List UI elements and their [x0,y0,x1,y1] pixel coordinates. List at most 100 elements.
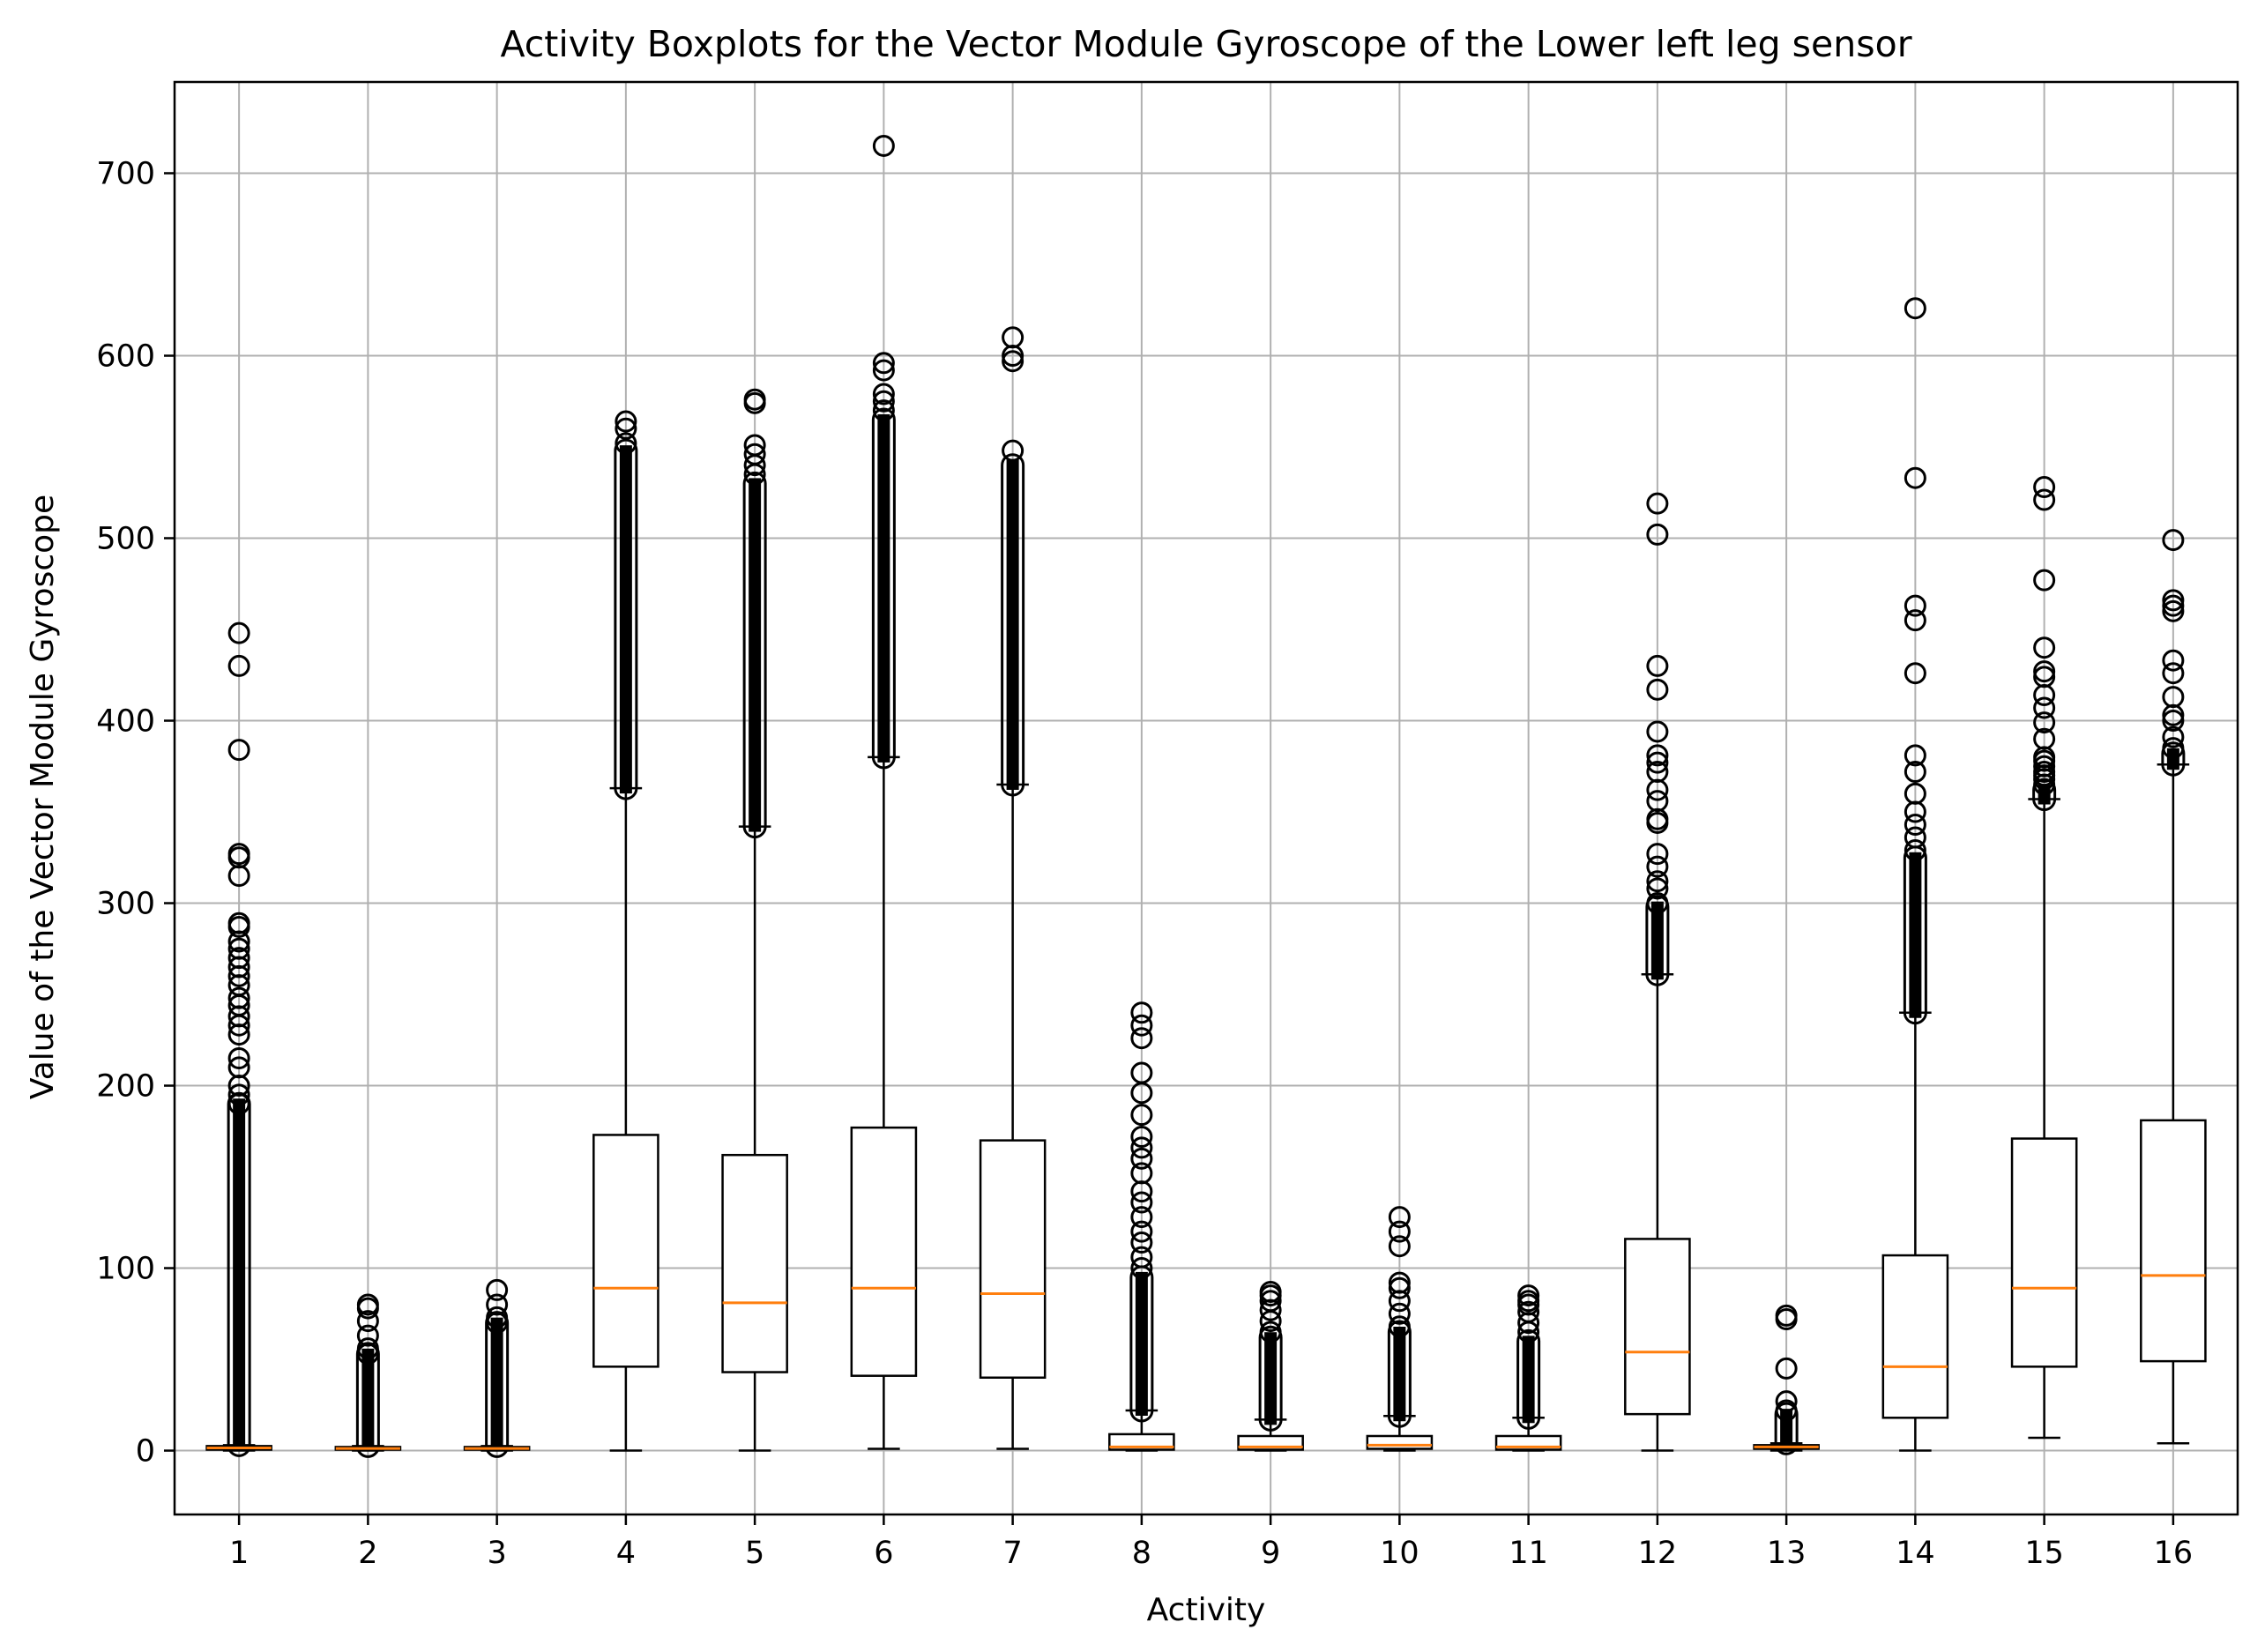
outlier-point [1646,523,1669,546]
outlier-band-fill [1909,852,1922,1018]
outlier-point [356,1343,379,1366]
outlier-point [1130,1147,1153,1170]
x-axis-label: Activity [1147,1592,1266,1628]
outlier-point [1259,1284,1282,1307]
x-tick-label: 1 [229,1536,249,1571]
outlier-point [2033,711,2056,734]
outlier-point [615,432,637,455]
outlier-point [1904,662,1926,685]
outlier-point [2033,696,2056,719]
x-tick-label: 11 [1509,1536,1548,1571]
x-tick-label: 4 [616,1536,636,1571]
outlier-point [1646,654,1669,677]
outlier-point [227,739,250,762]
outlier-point [1904,814,1926,837]
y-tick-label: 200 [96,1069,155,1105]
outlier-point [2162,737,2185,760]
outlier-point [227,1014,250,1037]
outlier-point [1002,345,1024,368]
outlier-point [1130,1027,1153,1050]
y-tick-label: 400 [96,704,155,740]
outlier-point [1517,1321,1540,1343]
outlier-point [486,1312,509,1335]
outlier-point [1130,1014,1153,1037]
outlier-point [872,134,895,157]
x-tick-label: 15 [2024,1536,2064,1571]
outlier-point [1646,892,1669,915]
outlier-point [2162,529,2185,552]
outlier-point [1646,870,1669,893]
box-group-9 [1237,1280,1304,1452]
box-group-14 [1881,297,1949,1452]
outlier-band-fill [1006,459,1019,790]
outlier-point [1130,1104,1153,1127]
y-tick-label: 300 [96,887,155,922]
x-tick-label: 7 [1002,1536,1022,1571]
box-group-3 [463,1278,531,1458]
outlier-point [1130,1257,1153,1280]
outlier-point [1646,744,1669,767]
x-tick-label: 13 [1767,1536,1807,1571]
outlier-point [2162,703,2185,726]
outlier-point [2162,649,2185,672]
outlier-point [1646,751,1669,774]
outlier-point [227,1092,250,1115]
outlier-point [2162,589,2185,612]
y-tick-label: 0 [136,1434,155,1470]
outlier-point [486,1278,509,1301]
outlier-point [2162,594,2185,617]
outlier-point [1388,1206,1411,1229]
outlier-point [1388,1220,1411,1243]
outlier-point [1646,855,1669,878]
outlier-point [1130,1246,1153,1269]
outlier-point [1388,1290,1411,1313]
outlier-point [227,1023,250,1046]
outlier-point [2033,636,2056,659]
outlier-point [2162,662,2185,685]
x-tick-label: 8 [1132,1536,1151,1571]
x-tick-label: 10 [1380,1536,1419,1571]
outlier-point [1259,1299,1282,1321]
outlier-point [1130,1191,1153,1214]
box-group-4 [592,410,659,1452]
outlier-point [227,915,250,938]
outlier-point [1646,720,1669,743]
box-group-7 [979,326,1047,1450]
chart-title: Activity Boxplots for the Vector Module … [500,23,1911,65]
plot-frame [173,80,2239,1516]
outlier-point [1130,1180,1153,1203]
outlier-band-fill [233,1098,246,1451]
outlier-point [1904,744,1926,767]
outlier-point [615,410,637,433]
outlier-point [1002,439,1024,462]
outlier-band-fill [1650,901,1664,980]
outlier-point [2033,476,2056,499]
outlier-point [227,1083,250,1106]
box-iqr [1366,1434,1434,1450]
outlier-point [872,359,895,382]
outlier-point [356,1297,379,1320]
box-iqr [2010,1137,2078,1368]
outlier-point [1904,826,1926,849]
x-tick-label: 5 [745,1536,764,1571]
y-axis-label: Value of the Vector Module Gyroscope [25,495,61,1099]
x-tick-label: 6 [874,1536,893,1571]
outlier-point [1775,1399,1798,1422]
outlier-point [1775,1390,1798,1413]
outlier-point [356,1337,379,1360]
outlier-point [2033,488,2056,511]
y-tick-label: 100 [96,1252,155,1287]
outlier-point [1259,1310,1282,1333]
outlier-point [1130,1136,1153,1159]
outlier-point [227,654,250,677]
outlier-point [1130,1001,1153,1024]
box-group-8 [1108,1001,1175,1452]
outlier-point [1130,1220,1153,1243]
outlier-point [1517,1312,1540,1335]
outlier-point [486,1306,509,1328]
outlier-point [1904,760,1926,783]
outlier-point [743,454,766,477]
x-tick-label: 2 [358,1536,377,1571]
